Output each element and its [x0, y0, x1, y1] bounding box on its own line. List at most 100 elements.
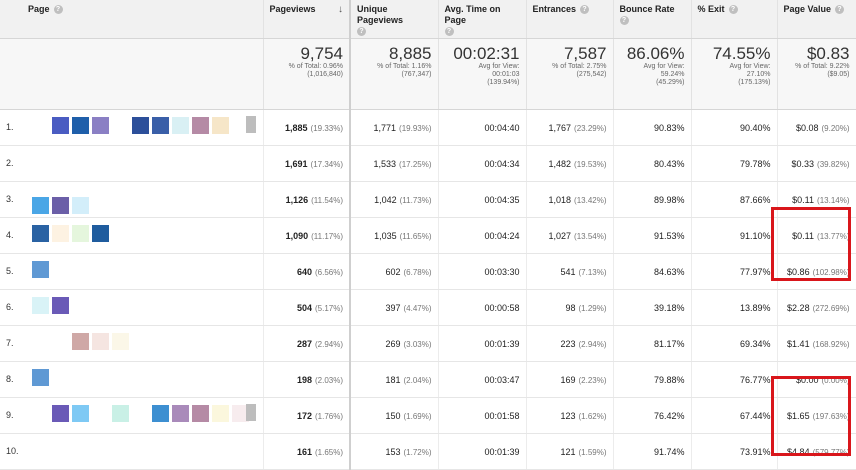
- cell-bounce: 90.83%: [613, 109, 692, 146]
- row-number: 4.: [6, 230, 14, 240]
- page-cell[interactable]: 6.: [0, 289, 264, 326]
- redacted-page-name[interactable]: [24, 329, 256, 357]
- redacted-block: [92, 225, 109, 242]
- redacted-page-name[interactable]: [24, 437, 256, 465]
- unique-value: 150: [385, 410, 401, 421]
- col-page[interactable]: Page?: [0, 0, 264, 39]
- cell-pageviews: 1,126 (11.54%): [263, 181, 351, 218]
- col-exit-label: % Exit: [697, 4, 725, 14]
- total-unique-base: (767,347): [401, 71, 432, 78]
- total-pageviews-base: (1,016,840): [307, 71, 343, 78]
- page-cell[interactable]: 9.: [0, 397, 264, 434]
- help-icon[interactable]: ?: [619, 16, 629, 26]
- cell-avg-time: 00:01:39: [438, 433, 527, 470]
- value-percent: (168.92%): [812, 339, 850, 349]
- page-cell[interactable]: 3.: [0, 181, 264, 218]
- unique-value: 1,042: [374, 194, 397, 205]
- col-avg-time[interactable]: Avg. Time on Page?: [438, 0, 527, 39]
- table-row[interactable]: 5. 640 (6.56%) 602 (6.78%) 00:03:30 541 (7.13%)…: [0, 253, 856, 290]
- redacted-page-name[interactable]: [24, 365, 256, 393]
- cell-exit: 90.40%: [691, 109, 778, 146]
- col-unique[interactable]: Unique Pageviews?: [350, 0, 439, 39]
- redacted-block: [192, 117, 209, 134]
- col-pageviews-label: Pageviews: [269, 4, 316, 14]
- table-row[interactable]: 9. 172 (1.76%) 150 (1.69%) 00:01:58 123 (1.62%)…: [0, 397, 856, 434]
- pageviews-percent: (6.56%): [314, 267, 343, 277]
- redacted-page-name[interactable]: [24, 149, 256, 177]
- col-value[interactable]: Page Value?: [777, 0, 856, 39]
- sort-down-icon[interactable]: ↓: [338, 4, 343, 15]
- cell-unique: 397 (4.47%): [350, 289, 439, 326]
- table-row[interactable]: 4. 1,090 (11.17%) 1,035 (11.65%) 00:04:24 1,02…: [0, 217, 856, 254]
- redacted-page-name[interactable]: [24, 257, 256, 285]
- total-exit: 74.55% Avg for View: 27.10% (175.13%): [691, 38, 778, 110]
- help-icon[interactable]: ?: [444, 27, 454, 37]
- redacted-page-name[interactable]: [24, 185, 256, 214]
- col-bounce-label: Bounce Rate: [619, 4, 675, 14]
- col-bounce[interactable]: Bounce Rate?: [613, 0, 692, 39]
- cell-entrances: 1,482 (19.53%): [526, 145, 614, 182]
- total-bounce: 86.06% Avg for View: 59.24% (45.29%): [613, 38, 692, 110]
- bounce-value: 79.88%: [653, 374, 685, 385]
- redacted-block: [72, 333, 89, 350]
- table-row[interactable]: 8. 198 (2.03%) 181 (2.04%) 00:03:47 169 (2.23%)…: [0, 361, 856, 398]
- table-row[interactable]: 7. 287 (2.94%) 269 (3.03%) 00:01:39 223 (2.94%)…: [0, 325, 856, 362]
- unique-percent: (1.69%): [403, 411, 432, 421]
- unique-percent: (11.65%): [399, 231, 432, 241]
- redacted-block: [92, 333, 109, 350]
- help-icon[interactable]: ?: [53, 5, 63, 15]
- table-row[interactable]: 2. 1,691 (17.34%) 1,533 (17.25%) 00:04:34 1,48…: [0, 145, 856, 182]
- redacted-page-name[interactable]: [24, 401, 256, 429]
- total-exit-base: 27.10%: [746, 71, 771, 78]
- total-pageviews-value: 9,754: [300, 44, 343, 63]
- help-icon[interactable]: ?: [728, 5, 738, 15]
- col-entrances[interactable]: Entrances?: [526, 0, 614, 39]
- unique-value: 602: [385, 266, 401, 277]
- table-row[interactable]: 10. 161 (1.65%) 153 (1.72%) 00:01:39 121 (1.59%…: [0, 433, 856, 470]
- cell-avg-time: 00:01:39: [438, 325, 527, 362]
- col-exit[interactable]: % Exit?: [691, 0, 778, 39]
- col-pageviews[interactable]: Pageviews ↓: [263, 0, 351, 39]
- value-value: $0.33: [791, 158, 815, 169]
- page-cell[interactable]: 4.: [0, 217, 264, 254]
- exit-value: 77.97%: [739, 266, 771, 277]
- pageviews-value: 1,126: [285, 194, 309, 205]
- redacted-page-name[interactable]: [24, 113, 256, 141]
- unique-value: 269: [385, 338, 401, 349]
- unique-value: 1,771: [373, 122, 397, 133]
- total-avg-time-ratio: (139.94%): [487, 79, 520, 86]
- redacted-page-name[interactable]: [24, 293, 256, 321]
- redacted-block: [32, 297, 49, 314]
- redacted-page-name[interactable]: [24, 221, 256, 249]
- help-icon[interactable]: ?: [835, 5, 845, 15]
- entrances-value: 1,482: [548, 158, 572, 169]
- page-cell[interactable]: 7.: [0, 325, 264, 362]
- totals-row: 9,754% of Total: 0.96% (1,016,840) 8,885%…: [0, 38, 856, 110]
- page-cell[interactable]: 8.: [0, 361, 264, 398]
- unique-percent: (19.93%): [399, 123, 432, 133]
- redacted-block: [112, 333, 129, 350]
- page-cell[interactable]: 10.: [0, 433, 264, 470]
- page-cell[interactable]: 5.: [0, 253, 264, 290]
- exit-value: 90.40%: [739, 122, 771, 133]
- totals-page-cell: [0, 38, 264, 110]
- page-cell[interactable]: 1.: [0, 109, 264, 146]
- entrances-value: 169: [560, 374, 576, 385]
- table-row[interactable]: 1. 1,885 (19.33%) 1,771 (19.93%) 00:04:40 1,76…: [0, 109, 856, 146]
- help-icon[interactable]: ?: [580, 5, 590, 15]
- value-percent: (272.69%): [812, 303, 850, 313]
- pageviews-percent: (17.34%): [310, 159, 343, 169]
- entrances-percent: (7.13%): [578, 267, 607, 277]
- cell-entrances: 169 (2.23%): [526, 361, 614, 398]
- page-cell[interactable]: 2.: [0, 145, 264, 182]
- row-number: 1.: [6, 122, 14, 132]
- table-row[interactable]: 6. 504 (5.17%) 397 (4.47%) 00:00:58 98 (1.29%) 3…: [0, 289, 856, 326]
- entrances-percent: (13.42%): [574, 195, 607, 205]
- row-number: 7.: [6, 338, 14, 348]
- table-row[interactable]: 3. 1,126 (11.54%) 1,042 (11.73%) 00:04:35 1,01…: [0, 181, 856, 218]
- exit-value: 67.44%: [739, 410, 771, 421]
- cell-exit: 69.34%: [691, 325, 778, 362]
- cell-pageviews: 198 (2.03%): [263, 361, 351, 398]
- help-icon[interactable]: ?: [357, 27, 366, 37]
- total-entrances-value: 7,587: [563, 44, 607, 63]
